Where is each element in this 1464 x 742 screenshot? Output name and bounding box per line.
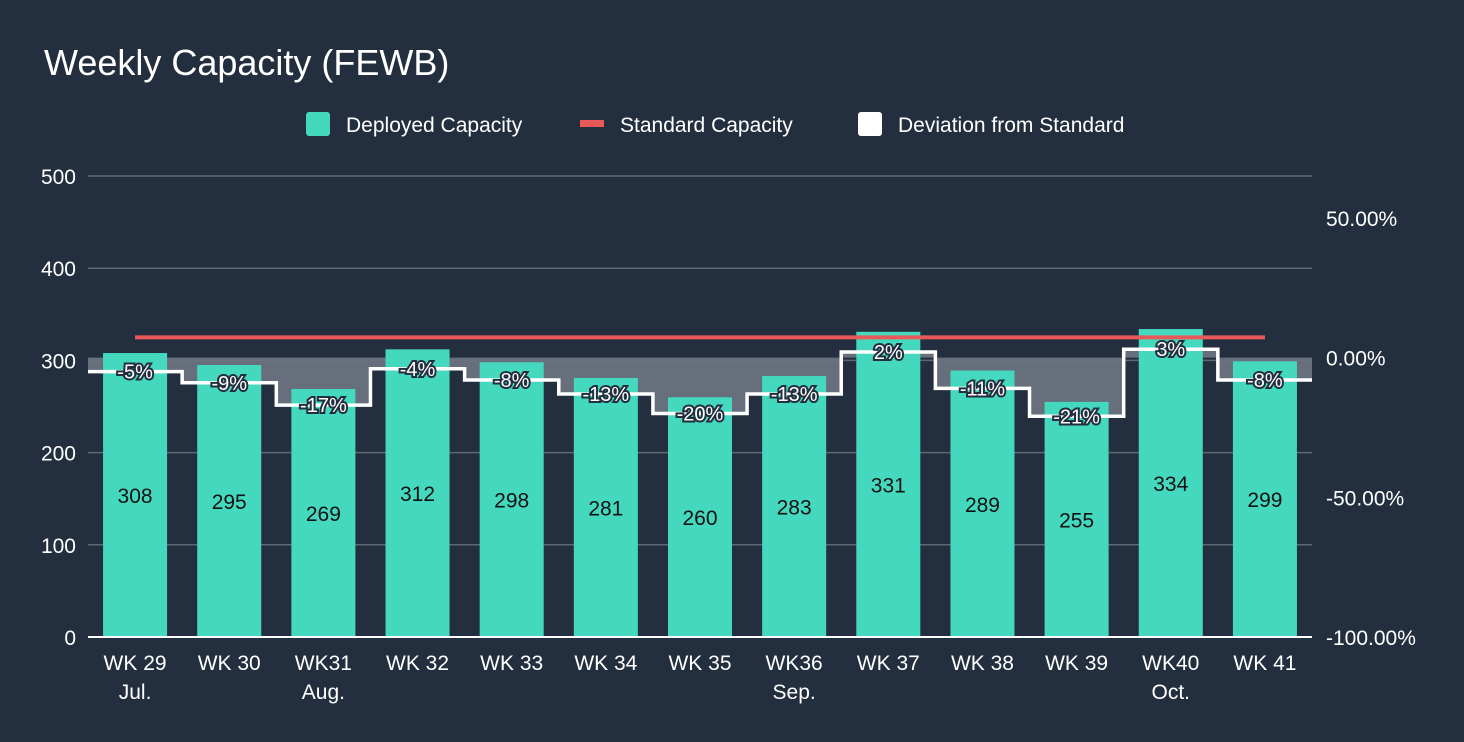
deviation-step-line [88, 347, 1312, 419]
bar-wk31 [291, 388, 356, 637]
legend-label-2: Deviation from Standard [898, 114, 1124, 137]
bar-value-label: 255 [1059, 509, 1094, 532]
chart-title: Weekly Capacity (FEWB) [44, 42, 449, 83]
axes: 0 100 200 300 400 500 -100.00% -50.00% 0.00% 50.0… [41, 166, 1416, 704]
bar-wk33 [479, 362, 544, 637]
deviation-label: -8% [494, 370, 530, 392]
bar-wk39 [1044, 401, 1109, 637]
bar-wk38 [950, 370, 1015, 637]
y-right-tick-label: 50.00% [1326, 208, 1397, 231]
x-category-label: WK 34 [574, 652, 637, 675]
x-category-label: WK 35 [668, 652, 731, 675]
x-category-label: WK36 [766, 652, 823, 675]
data-labels: 308 295 269 312 298 281 260 283 331 289 255 334 299 -… [115, 337, 1285, 532]
bar-value-label: 281 [588, 497, 623, 520]
bar-wk30 [197, 365, 262, 637]
deviation-label: -9% [211, 373, 247, 395]
deviation-label: -21% [1053, 406, 1100, 428]
x-category-label: WK 39 [1045, 652, 1108, 675]
deviation-label: -5% [117, 362, 153, 384]
x-category-label: WK 30 [198, 652, 261, 675]
x-category-label: WK 33 [480, 652, 543, 675]
bar-wk35 [667, 397, 733, 637]
bar-wk40 [1138, 329, 1203, 637]
x-month-label: Oct. [1152, 681, 1191, 704]
x-category-label: WK31 [295, 652, 352, 675]
x-month-label: Sep. [773, 681, 816, 704]
x-category-label: WK 41 [1233, 652, 1296, 675]
y-right-tick-label: -100.00% [1326, 627, 1416, 650]
bar-value-label: 308 [118, 485, 153, 508]
bar-value-label: 334 [1153, 473, 1188, 496]
y-left-tick-label: 300 [41, 350, 76, 373]
deviation-label: -13% [582, 384, 629, 406]
legend-swatch-0 [306, 112, 330, 136]
x-month-label: Aug. [302, 681, 345, 704]
bar-wk29 [103, 353, 168, 637]
bar-series [103, 329, 1297, 637]
legend-label-0: Deployed Capacity [346, 114, 523, 137]
deviation-label: -13% [771, 384, 818, 406]
y-left-tick-label: 100 [41, 535, 76, 558]
y-right-tick-label: -50.00% [1326, 487, 1404, 510]
bar-value-label: 260 [682, 507, 717, 530]
y-right-tick-label: 0.00% [1326, 348, 1386, 371]
x-month-label: Jul. [119, 681, 152, 704]
deviation-label: 2% [874, 342, 903, 364]
deviation-label: -17% [300, 395, 347, 417]
y-left-tick-label: 400 [41, 258, 76, 281]
x-category-label: WK 32 [386, 652, 449, 675]
x-category-label: WK40 [1142, 652, 1199, 675]
legend: Deployed Capacity Standard Capacity Deviat… [306, 112, 1124, 137]
x-category-label: WK 29 [104, 652, 167, 675]
y-left-tick-label: 0 [64, 627, 76, 650]
y-left-tick-label: 200 [41, 443, 76, 466]
x-category-label: WK 38 [951, 652, 1014, 675]
bar-value-label: 295 [212, 491, 247, 514]
deviation-label: 3% [1156, 339, 1185, 361]
bar-wk36 [762, 376, 827, 637]
bar-value-label: 331 [871, 474, 906, 497]
bar-value-label: 312 [400, 483, 435, 506]
legend-swatch-1 [580, 120, 604, 127]
bar-value-label: 269 [306, 503, 341, 526]
bar-value-label: 298 [494, 490, 529, 513]
bar-value-label: 289 [965, 494, 1000, 517]
bar-wk34 [573, 377, 638, 637]
deviation-label: -11% [960, 378, 1005, 400]
legend-label-1: Standard Capacity [620, 114, 793, 137]
bar-wk32 [385, 349, 450, 637]
x-category-label: WK 37 [857, 652, 920, 675]
bar-value-label: 299 [1247, 489, 1282, 512]
bar-wk41 [1232, 361, 1297, 637]
y-left-tick-label: 500 [41, 166, 76, 189]
legend-swatch-2 [858, 112, 882, 136]
deviation-label: -8% [1247, 370, 1283, 392]
deviation-label: -4% [400, 359, 436, 381]
bar-wk37 [856, 331, 921, 637]
deviation-step-path [88, 347, 1312, 419]
bar-value-label: 283 [777, 497, 812, 520]
deviation-label: -20% [677, 404, 724, 426]
